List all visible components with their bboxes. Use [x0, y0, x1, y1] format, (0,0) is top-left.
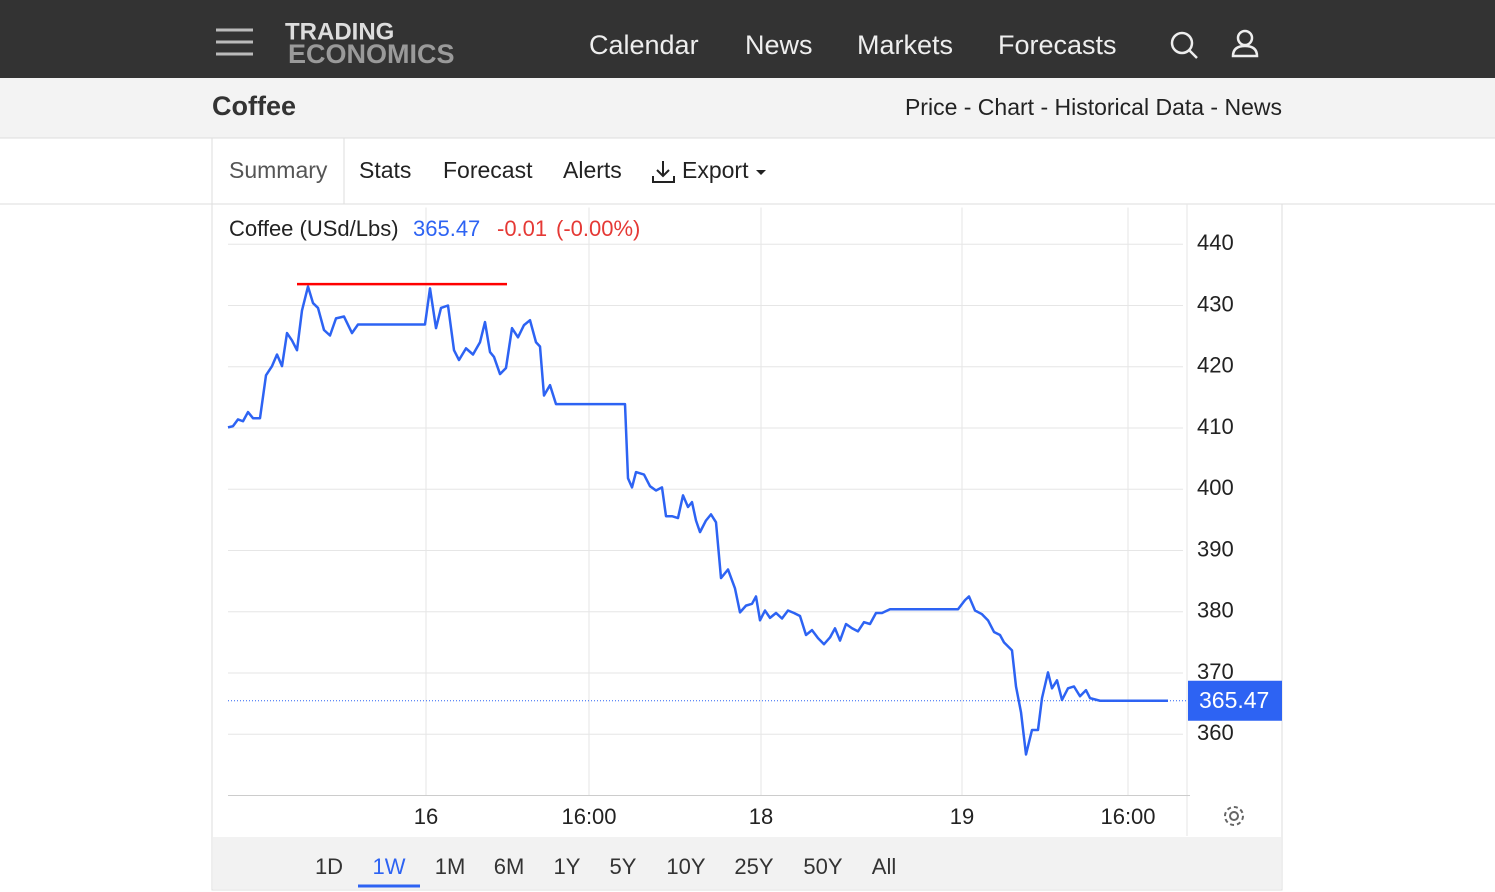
x-tick-label: 18: [749, 804, 773, 829]
header-links[interactable]: Price - Chart - Historical Data - News: [905, 94, 1282, 120]
last-price-label: 365.47: [1199, 687, 1269, 713]
y-tick-label: 370: [1197, 659, 1234, 684]
y-tick-label: 360: [1197, 720, 1234, 745]
range-button[interactable]: 5Y: [610, 854, 637, 879]
nav-link[interactable]: Calendar: [589, 30, 699, 60]
page-title: Coffee: [212, 91, 296, 121]
range-button[interactable]: 10Y: [666, 854, 705, 879]
range-button[interactable]: All: [872, 854, 896, 879]
nav-link[interactable]: Markets: [857, 30, 953, 60]
y-tick-label: 380: [1197, 598, 1234, 623]
active-tab-box: [211, 137, 345, 204]
chart-frame: [211, 203, 1283, 891]
range-button[interactable]: 25Y: [734, 854, 773, 879]
nav-link[interactable]: Forecasts: [998, 30, 1117, 60]
sub-header: [0, 78, 1495, 138]
tab[interactable]: Alerts: [563, 157, 622, 183]
last-price-box: [1188, 680, 1282, 721]
y-tick-label: 420: [1197, 353, 1234, 378]
menu-icon[interactable]: [216, 28, 253, 56]
tab[interactable]: Export: [682, 157, 749, 183]
range-button[interactable]: 1M: [435, 854, 466, 879]
quote-price: 365.47: [413, 216, 480, 241]
y-tick-label: 410: [1197, 414, 1234, 439]
range-button[interactable]: 1Y: [554, 854, 581, 879]
y-tick-label: 440: [1197, 230, 1234, 255]
range-button[interactable]: 1W: [373, 854, 406, 879]
x-tick-label: 16:00: [561, 804, 616, 829]
y-tick-label: 430: [1197, 291, 1234, 316]
logo-line[interactable]: TRADING: [285, 18, 394, 45]
settings-icon[interactable]: [1224, 806, 1244, 826]
quote-change: -0.01: [497, 216, 547, 241]
download-icon[interactable]: [652, 161, 675, 183]
range-button[interactable]: 1D: [315, 854, 343, 879]
x-tick-label: 16:00: [1100, 804, 1155, 829]
tab[interactable]: Forecast: [443, 157, 533, 183]
x-tick-label: 16: [414, 804, 438, 829]
x-tick-label: 19: [950, 804, 974, 829]
nav-bar: [0, 0, 1495, 78]
search-icon[interactable]: [1170, 31, 1198, 59]
tab[interactable]: Stats: [359, 157, 411, 183]
range-button[interactable]: 6M: [494, 854, 525, 879]
price-line: [227, 285, 1168, 756]
quote-name: Coffee (USd/Lbs): [229, 216, 399, 241]
user-icon[interactable]: [1231, 29, 1259, 58]
y-tick-label: 390: [1197, 536, 1234, 561]
quote-change-pct: (-0.00%): [556, 216, 640, 241]
range-bar: [213, 837, 1281, 889]
tab[interactable]: Summary: [229, 157, 328, 183]
range-button[interactable]: 50Y: [803, 854, 842, 879]
nav-link[interactable]: News: [745, 30, 813, 60]
y-tick-label: 400: [1197, 475, 1234, 500]
logo-line[interactable]: ECONOMICS: [288, 39, 455, 69]
caret: [756, 170, 766, 175]
